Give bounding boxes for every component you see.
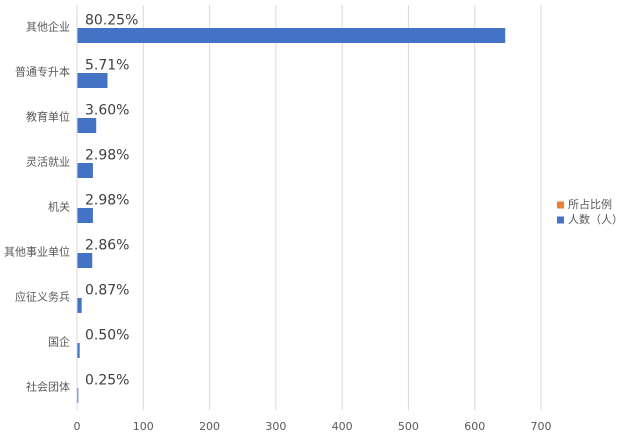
- legend-label: 所占比例: [568, 197, 612, 211]
- bar: [77, 163, 93, 178]
- y-tick-label: 其他事业单位: [4, 245, 70, 259]
- x-tick-label: 400: [332, 420, 353, 433]
- legend-swatch: [557, 202, 564, 209]
- y-tick-label: 社会团体: [26, 380, 70, 394]
- x-tick-label: 300: [265, 420, 286, 433]
- x-tick-label: 0: [74, 420, 81, 433]
- y-tick-label: 灵活就业: [26, 155, 70, 169]
- value-label: 0.25%: [85, 373, 129, 389]
- value-label: 0.50%: [85, 328, 129, 344]
- x-tick-label: 700: [531, 420, 552, 433]
- y-tick-label: 教育单位: [26, 110, 70, 124]
- x-tick-label: 500: [398, 420, 419, 433]
- legend-swatch: [557, 217, 564, 224]
- value-label: 5.71%: [85, 58, 129, 74]
- x-tick-label: 200: [199, 420, 220, 433]
- value-label: 2.86%: [85, 238, 129, 254]
- y-tick-label: 普通专升本: [15, 65, 70, 79]
- bar: [77, 28, 505, 43]
- bar: [77, 73, 107, 88]
- value-label: 2.98%: [85, 193, 129, 209]
- legend-label: 人数（人）: [568, 213, 622, 226]
- y-tick-label: 应征义务兵: [15, 290, 70, 304]
- bar: [77, 298, 82, 313]
- y-tick-label: 机关: [48, 200, 70, 214]
- value-label: 3.60%: [85, 103, 129, 119]
- value-label: 0.87%: [85, 283, 129, 299]
- bar: [77, 253, 92, 268]
- bar: [77, 208, 93, 223]
- value-label: 2.98%: [85, 148, 129, 164]
- x-tick-label: 100: [133, 420, 154, 433]
- value-label: 80.25%: [85, 13, 138, 29]
- x-tick-label: 600: [464, 420, 485, 433]
- y-tick-label: 其他企业: [26, 20, 70, 34]
- y-tick-label: 国企: [48, 335, 70, 349]
- bar: [77, 118, 96, 133]
